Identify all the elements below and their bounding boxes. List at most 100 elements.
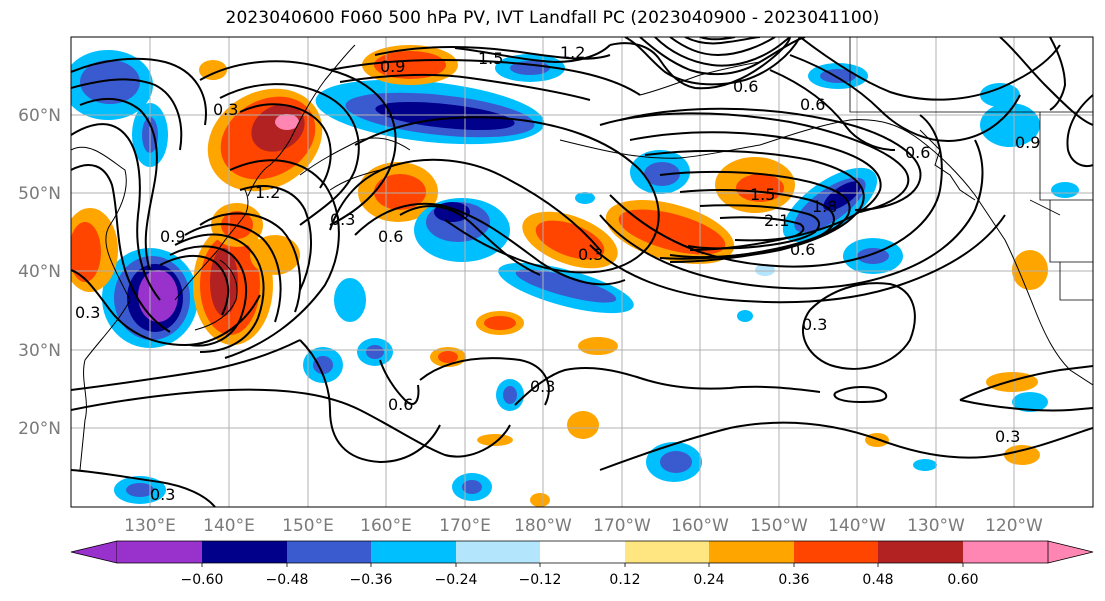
pv-blob xyxy=(313,356,333,374)
contour-label: 0.3 xyxy=(802,315,827,334)
contour-line xyxy=(419,357,550,406)
contour-line xyxy=(239,103,332,189)
colorbar-tick-label: −0.60 xyxy=(181,572,224,588)
contour-label: 0.3 xyxy=(150,485,175,504)
pv-blob xyxy=(980,103,1040,147)
lon-label: 140°E xyxy=(203,516,255,536)
contour-line xyxy=(833,386,888,404)
pv-blob xyxy=(71,222,101,282)
contour-line xyxy=(339,73,591,101)
contour-label: 0.9 xyxy=(1015,133,1040,152)
figure-title: 2023040600 F060 500 hPa PV, IVT Landfall… xyxy=(225,8,880,28)
contour-line xyxy=(199,60,397,226)
pv-blob xyxy=(374,51,446,79)
contour-line xyxy=(644,149,865,263)
pv-blob xyxy=(660,451,692,473)
pv-blob xyxy=(515,269,617,303)
contour-line xyxy=(71,78,183,151)
contour-label: 0.6 xyxy=(905,143,930,162)
contour-line xyxy=(399,205,541,276)
contour-line xyxy=(174,233,265,353)
contour-label: 0.3 xyxy=(330,210,355,229)
contour-line xyxy=(719,216,805,242)
contour-line xyxy=(79,98,158,271)
ivt-contours xyxy=(71,37,1093,507)
contour-label: 1.8 xyxy=(812,197,837,216)
pv-blob xyxy=(913,459,937,471)
contour-line xyxy=(769,69,896,151)
pv-blob xyxy=(618,209,726,255)
pv-blob xyxy=(1012,392,1048,412)
colorbar: −0.60 −0.48 −0.36 −0.24 −0.12 0.12 0.24 … xyxy=(70,540,1094,588)
pv-blob xyxy=(250,235,300,275)
contour-line xyxy=(589,214,1006,304)
contour-label: 0.3 xyxy=(530,377,555,396)
contour-line xyxy=(609,114,943,268)
pv-blob xyxy=(1004,445,1040,465)
contour-line xyxy=(71,339,301,391)
lat-label: 60°N xyxy=(18,106,61,126)
pv-blob xyxy=(503,386,517,404)
contour-line xyxy=(1049,37,1067,111)
contour-line xyxy=(669,37,776,57)
contour-line xyxy=(329,158,601,251)
contour-line xyxy=(159,254,230,316)
colorbar-tick-label: −0.12 xyxy=(519,572,562,588)
pv-blob xyxy=(737,310,753,322)
pv-blob xyxy=(567,411,599,439)
colorbar-tick-label: −0.48 xyxy=(266,572,309,588)
pv-blob xyxy=(375,102,515,130)
contour-label: 0.9 xyxy=(380,57,405,76)
contour-line xyxy=(629,131,882,251)
lon-label: 150°E xyxy=(282,516,334,536)
contour-line xyxy=(684,37,761,45)
lon-label: 160°W xyxy=(671,516,729,536)
pv-blob xyxy=(374,174,426,210)
pv-blob xyxy=(484,316,516,330)
lon-label: 130°E xyxy=(124,516,176,536)
contour-label: 0.3 xyxy=(995,427,1020,446)
pv-blob xyxy=(575,192,595,204)
colorbar-tick-label: 0.24 xyxy=(693,572,724,588)
contour-line xyxy=(514,367,821,406)
contour-line xyxy=(624,37,801,86)
contour-line xyxy=(184,223,282,323)
contour-label: 0.6 xyxy=(800,95,825,114)
colorbar-segment xyxy=(202,541,287,563)
colorbar-min-extend xyxy=(70,540,118,564)
contour-line xyxy=(959,399,1093,412)
pv-blob xyxy=(275,114,299,130)
pv-blob xyxy=(1012,250,1048,290)
pv-blob xyxy=(366,345,384,359)
lat-label: 50°N xyxy=(18,184,61,204)
latitude-labels: 60°N 50°N 40°N 30°N 20°N xyxy=(18,106,61,439)
contour-line xyxy=(789,54,1021,142)
lat-label: 30°N xyxy=(18,341,61,361)
colorbar-segment xyxy=(540,541,625,563)
pv-blob xyxy=(578,337,618,355)
lat-label: 20°N xyxy=(18,419,61,439)
contour-label: 0.6 xyxy=(388,395,413,414)
contour-label: 0.3 xyxy=(213,100,238,119)
contour-line xyxy=(1066,94,1093,168)
contour-line xyxy=(71,123,161,301)
lon-label: 130°W xyxy=(907,516,965,536)
contour-line xyxy=(71,388,511,458)
colorbar-max-extend xyxy=(1047,540,1094,564)
contour-label: 1.5 xyxy=(750,185,775,204)
contour-line xyxy=(379,359,420,405)
colorbar-tick-label: 0.12 xyxy=(609,572,640,588)
lon-label: 180°W xyxy=(514,516,572,536)
contour-line xyxy=(959,365,1093,401)
contour-line xyxy=(599,139,984,290)
colorbar-segment xyxy=(709,541,794,563)
contour-line xyxy=(224,159,340,359)
colorbar-tick-label: −0.24 xyxy=(435,572,478,588)
contour-label: 0.3 xyxy=(578,245,603,264)
colorbar-segment xyxy=(456,541,540,563)
political-borders xyxy=(849,37,1093,301)
pv-blob xyxy=(80,60,140,104)
contour-label: 0.9 xyxy=(160,227,185,246)
contour-line xyxy=(71,269,261,347)
